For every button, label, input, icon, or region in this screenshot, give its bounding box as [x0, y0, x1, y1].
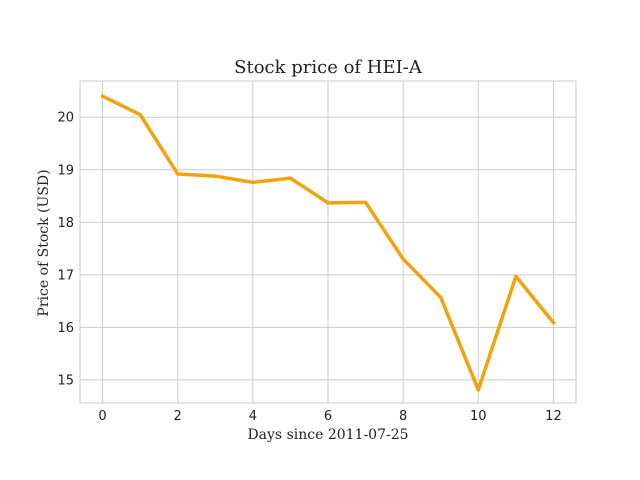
data-point — [138, 112, 142, 117]
y-tick-label: 19 — [57, 163, 74, 178]
data-point — [100, 94, 105, 98]
x-tick-label: 0 — [98, 409, 106, 424]
x-axis-label: Days since 2011-07-25 — [247, 427, 408, 443]
series-layer — [100, 94, 556, 392]
data-point — [551, 320, 556, 325]
data-point — [363, 200, 368, 205]
x-tick-label: 8 — [399, 409, 407, 424]
tick-labels: 0 2 4 6 8 10 12 15 16 17 18 19 20 — [57, 111, 561, 424]
y-tick-label: 15 — [57, 373, 74, 388]
data-point — [401, 257, 405, 261]
data-point — [213, 174, 218, 178]
y-tick-label: 20 — [57, 111, 74, 126]
data-point — [326, 201, 330, 205]
x-tick-label: 6 — [324, 409, 332, 424]
data-point — [514, 274, 518, 279]
x-tick-label: 2 — [174, 409, 182, 424]
data-point — [288, 176, 293, 180]
chart-title: Stock price of HEI-A — [234, 57, 423, 78]
data-point — [175, 172, 180, 176]
y-tick-label: 16 — [57, 321, 74, 336]
y-axis-label: Price of Stock (USD) — [36, 169, 52, 316]
grid-lines — [80, 81, 576, 403]
data-point — [476, 388, 481, 392]
x-tick-label: 4 — [249, 409, 257, 424]
y-tick-label: 18 — [57, 216, 74, 231]
y-tick-label: 17 — [57, 268, 74, 283]
x-tick-label: 10 — [470, 409, 487, 424]
x-tick-label: 12 — [545, 409, 562, 424]
data-point — [251, 180, 255, 185]
plot-frame — [79, 80, 577, 404]
data-point — [438, 295, 443, 300]
